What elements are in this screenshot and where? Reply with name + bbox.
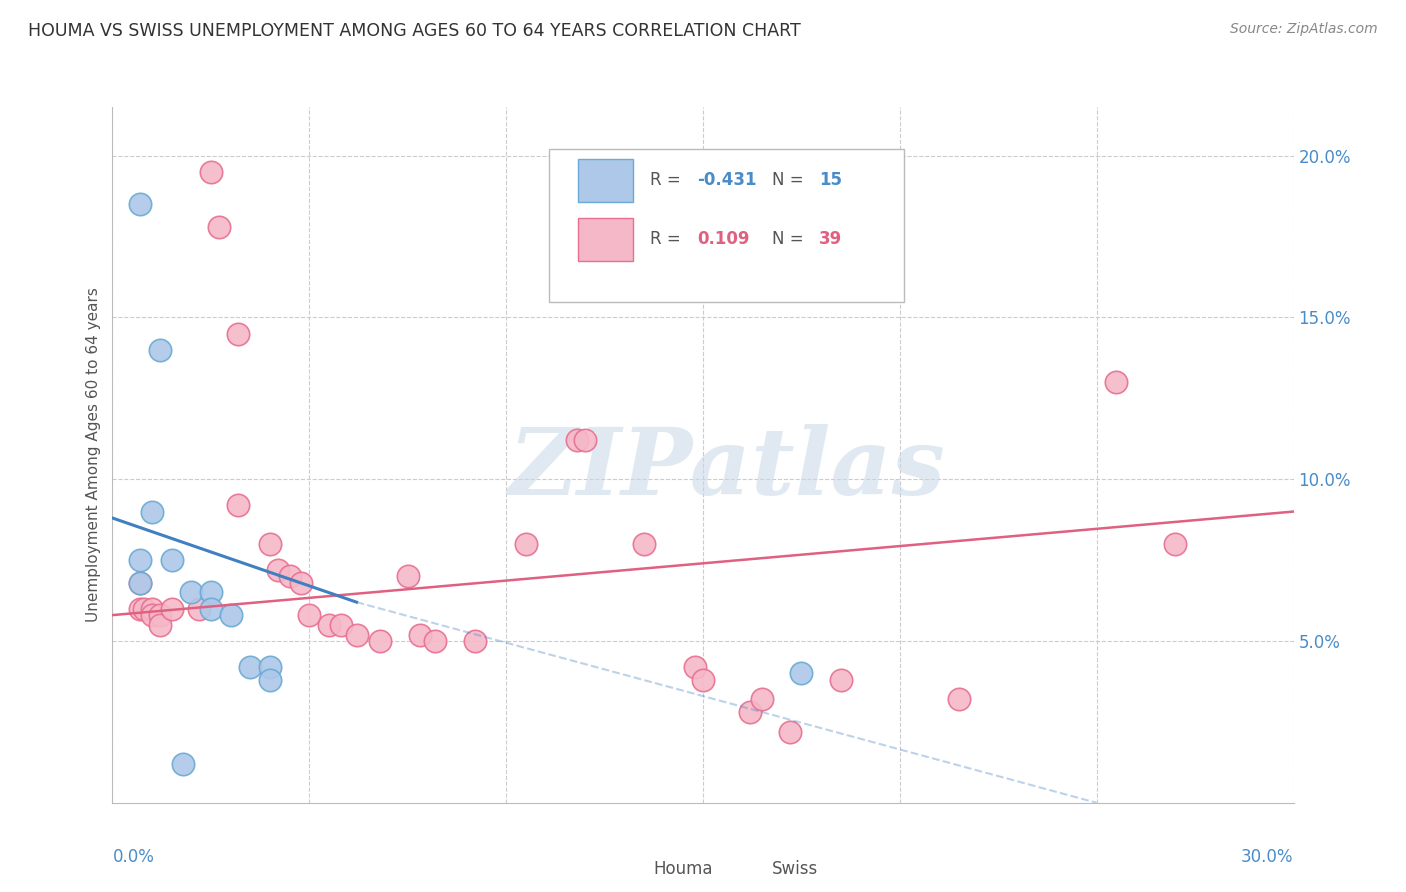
FancyBboxPatch shape xyxy=(550,149,904,301)
Point xyxy=(267,563,290,577)
Point xyxy=(425,634,447,648)
Point xyxy=(751,692,773,706)
Text: HOUMA VS SWISS UNEMPLOYMENT AMONG AGES 60 TO 64 YEARS CORRELATION CHART: HOUMA VS SWISS UNEMPLOYMENT AMONG AGES 6… xyxy=(28,22,801,40)
Text: Source: ZipAtlas.com: Source: ZipAtlas.com xyxy=(1230,22,1378,37)
Point xyxy=(129,575,152,590)
Point xyxy=(149,343,172,357)
Point xyxy=(129,197,152,211)
Text: 0.0%: 0.0% xyxy=(112,848,155,866)
Point xyxy=(346,627,368,641)
Point xyxy=(318,617,340,632)
Point xyxy=(200,585,222,599)
Point xyxy=(149,608,172,623)
Point xyxy=(188,601,211,615)
Point xyxy=(200,601,222,615)
Text: 30.0%: 30.0% xyxy=(1241,848,1294,866)
Point xyxy=(565,434,588,448)
Text: N =: N = xyxy=(772,171,808,189)
Text: 0.109: 0.109 xyxy=(697,230,749,248)
Text: R =: R = xyxy=(650,171,686,189)
Point xyxy=(259,673,281,687)
Point xyxy=(208,219,231,234)
Point xyxy=(160,553,183,567)
Point xyxy=(948,692,970,706)
Point xyxy=(740,705,762,719)
Point xyxy=(141,601,163,615)
Point xyxy=(515,537,537,551)
Point xyxy=(200,165,222,179)
Point xyxy=(160,601,183,615)
Point xyxy=(464,634,486,648)
Point xyxy=(228,326,250,341)
Point xyxy=(259,537,281,551)
Point xyxy=(298,608,321,623)
Y-axis label: Unemployment Among Ages 60 to 64 years: Unemployment Among Ages 60 to 64 years xyxy=(86,287,101,623)
Text: Houma: Houma xyxy=(654,860,713,878)
FancyBboxPatch shape xyxy=(578,159,633,202)
Point xyxy=(1164,537,1187,551)
Point xyxy=(129,601,152,615)
Point xyxy=(1105,375,1128,389)
Point xyxy=(683,660,706,674)
Point xyxy=(278,569,301,583)
Text: N =: N = xyxy=(772,230,808,248)
FancyBboxPatch shape xyxy=(578,218,633,260)
Point xyxy=(141,504,163,518)
Text: R =: R = xyxy=(650,230,686,248)
Point xyxy=(132,601,155,615)
Point xyxy=(633,537,655,551)
Text: 15: 15 xyxy=(818,171,842,189)
Point xyxy=(129,575,152,590)
Point xyxy=(259,660,281,674)
Point xyxy=(141,608,163,623)
Point xyxy=(180,585,202,599)
Point xyxy=(219,608,242,623)
Point xyxy=(290,575,312,590)
Text: ZIPatlas: ZIPatlas xyxy=(508,424,945,514)
FancyBboxPatch shape xyxy=(607,851,645,887)
FancyBboxPatch shape xyxy=(725,851,763,887)
Point xyxy=(329,617,352,632)
Point xyxy=(574,434,596,448)
Point xyxy=(368,634,391,648)
Text: 39: 39 xyxy=(818,230,842,248)
Point xyxy=(172,756,194,771)
Point xyxy=(830,673,852,687)
Point xyxy=(239,660,262,674)
Point xyxy=(396,569,419,583)
Text: -0.431: -0.431 xyxy=(697,171,756,189)
Text: Swiss: Swiss xyxy=(772,860,818,878)
Point xyxy=(779,724,801,739)
Point xyxy=(129,553,152,567)
Point xyxy=(692,673,714,687)
Point xyxy=(228,498,250,512)
Point xyxy=(790,666,813,681)
Point xyxy=(408,627,430,641)
Point xyxy=(149,617,172,632)
